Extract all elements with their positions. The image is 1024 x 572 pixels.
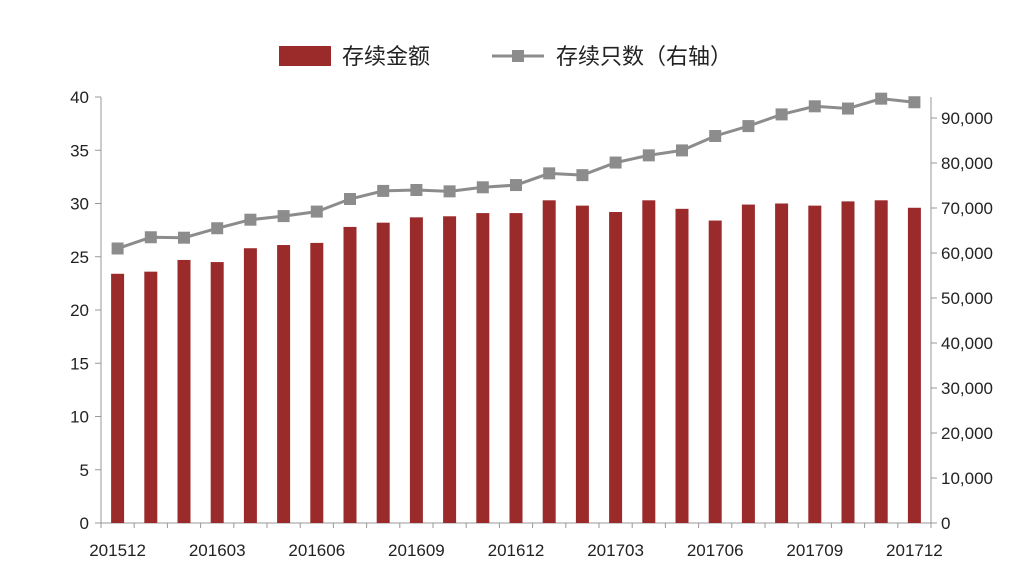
bar (111, 273, 125, 523)
y-right-tick-label: 90,000 (941, 109, 993, 128)
bar (177, 259, 191, 523)
y-left-tick-label: 15 (70, 354, 89, 373)
legend: 存续金额 存续只数（右轴） (279, 45, 732, 70)
y-left-tick-label: 30 (70, 195, 89, 214)
x-tick-label: 201703 (587, 541, 644, 560)
bar (509, 213, 523, 523)
y-left-tick-label: 0 (80, 514, 89, 533)
line-point (609, 156, 622, 169)
bar (841, 201, 855, 523)
bar (210, 262, 224, 523)
line-point (875, 92, 888, 105)
bar (443, 216, 457, 523)
legend-line-label: 存续只数（右轴） (556, 45, 732, 70)
line-point (377, 184, 390, 197)
bar (409, 217, 423, 523)
y-left-tick-label: 40 (70, 88, 89, 107)
line-point (144, 231, 157, 244)
legend-bar-label: 存续金额 (342, 45, 430, 70)
bar (476, 213, 490, 523)
line-point (642, 149, 655, 162)
line-point (775, 108, 788, 121)
legend-line-marker (512, 50, 524, 62)
bar (376, 222, 390, 524)
bar (874, 200, 888, 523)
x-tick-label: 201612 (488, 541, 545, 560)
plot-area: 0 5 10 15 20 25 30 35 40 0 10,000 20,000 30,000 40,00… (70, 88, 993, 560)
bar (243, 248, 257, 524)
line-point (410, 184, 423, 196)
x-tick-label: 201603 (189, 541, 246, 560)
bar (575, 205, 589, 523)
x-tick-label: 201512 (89, 541, 146, 560)
y-right-tick-label: 10,000 (941, 469, 993, 488)
bar (609, 212, 623, 523)
bar (808, 205, 822, 523)
y-right-tick-label: 50,000 (941, 289, 993, 308)
bar (775, 203, 789, 523)
line-point (277, 210, 290, 223)
line-point (443, 185, 456, 198)
bar (542, 200, 556, 523)
line-point (908, 96, 921, 109)
line-point (676, 144, 688, 157)
bar (277, 245, 291, 523)
line-point (543, 167, 556, 180)
bar (343, 226, 357, 523)
bar (642, 200, 656, 523)
y-left-tick-label: 35 (70, 141, 89, 160)
y-left-tick-label: 25 (70, 248, 89, 267)
y-right-tick-label: 70,000 (941, 199, 993, 218)
line-point (742, 120, 755, 133)
y-right-tick-label: 60,000 (941, 244, 993, 263)
y-left-tick-label: 10 (70, 408, 89, 427)
line-point (178, 231, 190, 244)
bar (675, 208, 689, 523)
x-tick-label: 201712 (886, 541, 943, 560)
x-tick-label: 201709 (786, 541, 843, 560)
legend-bar-swatch (279, 46, 331, 66)
bar (741, 204, 755, 523)
y-left-tick-label: 5 (80, 461, 89, 480)
line-point (476, 181, 489, 194)
line-point (510, 179, 522, 192)
bar (310, 242, 324, 523)
bar (907, 207, 921, 523)
y-right-tick-label: 30,000 (941, 379, 993, 398)
line-point (344, 193, 356, 205)
line-point (111, 242, 124, 255)
bar (144, 271, 158, 523)
line-point (310, 205, 323, 218)
y-right-tick-label: 20,000 (941, 424, 993, 443)
line-point (211, 222, 224, 235)
x-tick-label: 201609 (388, 541, 445, 560)
x-tick-label: 201706 (687, 541, 744, 560)
line-point (244, 213, 257, 226)
x-tick-label: 201606 (288, 541, 345, 560)
bar (708, 220, 722, 524)
y-right-tick-label: 40,000 (941, 334, 993, 353)
y-right-tick-label: 80,000 (941, 154, 993, 173)
y-right-tick-label: 0 (941, 514, 950, 533)
line-point (808, 100, 821, 113)
line-point (842, 102, 854, 115)
line-point (709, 130, 722, 142)
line-point (576, 169, 589, 182)
y-left-tick-label: 20 (70, 301, 89, 320)
